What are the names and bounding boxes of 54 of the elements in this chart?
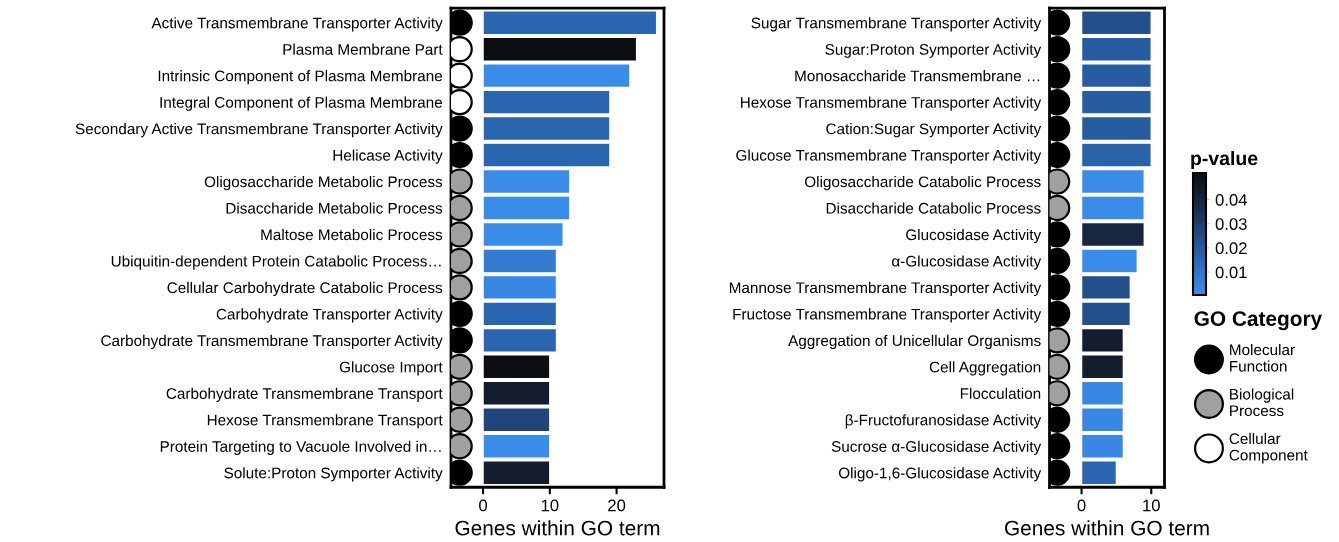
y-tick-label: Oligosaccharide Metabolic Process (204, 175, 443, 191)
y-tick-label: Fructose Transmembrane Transporter Activity (733, 308, 1042, 323)
y-tick-label: Carbohydrate Transmembrane Transporter Activity (101, 334, 443, 350)
color-bar-title: p-value (1191, 150, 1258, 170)
y-tick-label: Sugar Transmembrane Transporter Activity (751, 17, 1042, 32)
y-tick-label: Integral Component of Plasma Membrane (160, 96, 443, 111)
y-tick-label: Hexose Transmembrane Transporter Activity (741, 96, 1042, 111)
y-tick-label: Hexose Transmembrane Transport (207, 414, 443, 429)
y-tick-label: Glucosidase Activity (906, 228, 1042, 244)
y-tick-label: Oligo-1,6-Glucosidase Activity (838, 467, 1042, 482)
y-tick-label: Glucose Transmembrane Transporter Activity (736, 149, 1042, 164)
y-tick-label: Helicase Activity (333, 149, 443, 164)
y-tick-label: Oligosaccharide Catabolic Process (804, 175, 1041, 191)
y-tick-label: Intrinsic Component of Plasma Membrane (158, 70, 443, 85)
y-tick-label: Plasma Membrane Part (283, 43, 443, 55)
y-tick-label: Disaccharide Metabolic Process (226, 202, 443, 214)
x-tick-label: 0 (1077, 499, 1086, 512)
y-tick-label: Carbohydrate Transporter Activity (216, 308, 443, 323)
x-tick-label: 10 (541, 499, 559, 512)
color-bar-label: 0.02 (1215, 242, 1247, 255)
y-tick-label: Disaccharide Catabolic Process (826, 202, 1041, 214)
y-tick-label: Active Transmembrane Transporter Activity (151, 17, 443, 32)
y-tick-label: β-Fructofuranosidase Activity (845, 414, 1042, 429)
y-tick-label: Flocculation (960, 387, 1041, 399)
y-tick-label: Glucose Import (339, 361, 443, 376)
legend-label: Molecular Function (1230, 343, 1295, 372)
color-bar-label: 0.01 (1215, 266, 1247, 279)
legend-label: Cellular Component (1229, 432, 1308, 464)
y-tick-label: Cellular Carbohydrate Catabolic Process (167, 281, 443, 297)
y-tick-label: Monosaccharide Transmembrane … (795, 70, 1040, 82)
y-tick-label: Sucrose α-Glucosidase Activity (831, 440, 1042, 455)
x-tick-label: 20 (608, 499, 626, 512)
x-axis-title: Genes within GO term (1005, 520, 1209, 536)
x-tick-label: 10 (1143, 499, 1160, 512)
y-tick-label: Cation:Sugar Symporter Activity (826, 123, 1042, 138)
x-tick-label: 0 (479, 499, 488, 512)
y-tick-label: Carbohydrate Transmembrane Transport (166, 387, 443, 402)
y-tick-label: Protein Targeting to Vacuole Involved in… (160, 440, 441, 455)
y-tick-label: Sugar:Proton Symporter Activity (825, 43, 1042, 58)
y-tick-label: Secondary Active Transmembrane Transporter Activity (75, 123, 443, 138)
bar (482, 10, 658, 36)
y-tick-label: Solute:Proton Symporter Activity (224, 467, 443, 482)
y-tick-label: α-Glucosidase Activity (892, 255, 1042, 270)
y-tick-label: Aggregation of Unicellular Organisms (788, 334, 1041, 350)
y-tick-label: Maltose Metabolic Process (261, 228, 443, 241)
y-tick-label: Cell Aggregation (929, 361, 1041, 376)
y-tick-label: Mannose Transmembrane Transporter Activity (729, 281, 1042, 297)
legend-title: GO Category (1194, 311, 1323, 331)
y-tick-label: Ubiquitin-dependent Protein Catabolic Process… (111, 255, 441, 270)
color-bar-label: 0.03 (1215, 218, 1247, 230)
x-axis-title: Genes within GO term (455, 520, 660, 536)
legend-label: Biological Process (1230, 388, 1294, 417)
bar (1080, 10, 1152, 36)
color-bar-label: 0.04 (1215, 193, 1247, 206)
